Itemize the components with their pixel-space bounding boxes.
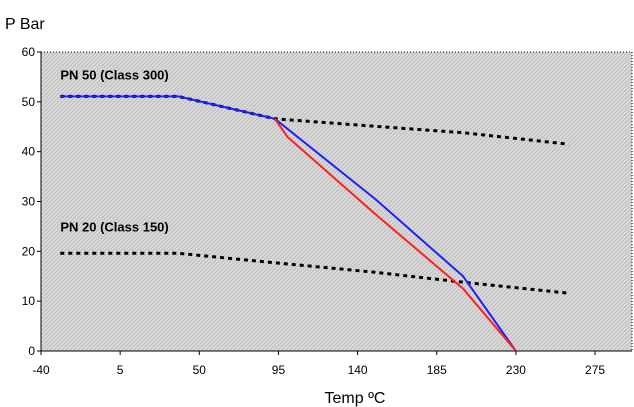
y-tick-label: 0 [28, 344, 35, 358]
x-tick-label: 50 [193, 363, 207, 377]
annotation-label-1: PN 50 (Class 300) [60, 67, 168, 82]
series-line-4 [274, 118, 517, 351]
x-tick-label: 185 [427, 363, 447, 377]
y-tick-label: 20 [22, 244, 36, 258]
y-axis-ticks: 0 10 20 30 40 50 60 [22, 45, 41, 358]
y-tick-label: 60 [22, 45, 36, 59]
y-axis-title: P Bar [5, 16, 45, 33]
x-tick-label: 140 [348, 363, 368, 377]
x-tick-label: 95 [272, 363, 286, 377]
plot-area [41, 52, 632, 351]
series-lines [60, 94, 569, 351]
y-tick-label: 40 [22, 145, 36, 159]
annotation-label-2: PN 20 (Class 150) [60, 219, 168, 234]
series-line-2 [60, 251, 569, 295]
y-tick-label: 30 [22, 195, 36, 209]
x-axis-title: Temp ºC [325, 390, 386, 407]
x-tick-label: 230 [506, 363, 526, 377]
x-axis-ticks: -40 5 50 95 140 185 230 275 [32, 351, 605, 377]
y-tick-label: 50 [22, 95, 36, 109]
y-tick-label: 10 [22, 294, 36, 308]
x-tick-label: 5 [117, 363, 124, 377]
annotations: PN 50 (Class 300) PN 20 (Class 150) [60, 67, 168, 234]
x-tick-label: 275 [585, 363, 605, 377]
x-tick-label: -40 [32, 363, 50, 377]
series-line-3 [60, 95, 517, 351]
